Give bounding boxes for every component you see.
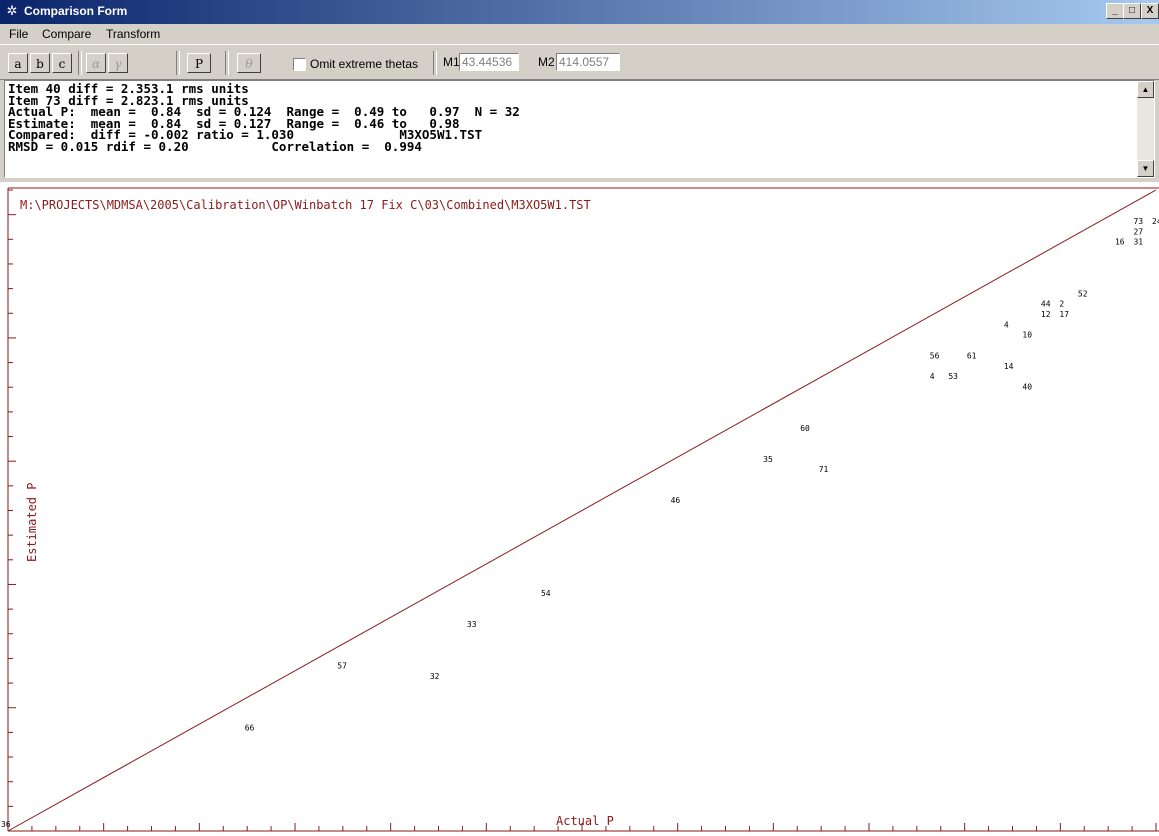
- data-point-label: 54: [541, 589, 551, 598]
- data-point-label: 35: [763, 455, 773, 464]
- data-point-label: 24: [1152, 217, 1159, 226]
- data-point-label: 27: [1133, 227, 1143, 236]
- maximize-button[interactable]: □: [1123, 3, 1141, 19]
- omit-extreme-thetas-label: Omit extreme thetas: [310, 57, 419, 71]
- scroll-up-icon[interactable]: ▲: [1137, 81, 1154, 98]
- output-text: Item 40 diff = 2.353.1 rms units Item 73…: [5, 81, 1154, 152]
- output-line: RMSD = 0.015 rdif = 0.20 Correlation = 0…: [8, 138, 422, 154]
- data-point-label: 44: [1041, 300, 1051, 309]
- b-button[interactable]: b: [30, 53, 50, 73]
- data-point-label: 10: [1022, 331, 1032, 340]
- output-line: Item 40 diff = 2.353.1 rms units: [8, 81, 249, 96]
- toolbar: a b c α γ P θ Omit extreme thetas M1 43.…: [0, 44, 1159, 80]
- m2-field[interactable]: 414.0557: [556, 53, 620, 71]
- data-point-label: 14: [1004, 362, 1014, 371]
- c-button[interactable]: c: [52, 53, 72, 73]
- output-panel[interactable]: Item 40 diff = 2.353.1 rms units Item 73…: [4, 80, 1155, 178]
- output-line: Item 73 diff = 2.823.1 rms units: [8, 92, 249, 108]
- m1-label: M1: [443, 55, 460, 69]
- data-point-label: 56: [930, 351, 940, 360]
- toolbar-separator: [78, 51, 82, 75]
- toolbar-separator: [225, 51, 229, 75]
- title-bar: ✲ Comparison Form _ □ X: [0, 0, 1159, 24]
- data-point-label: 2: [1059, 300, 1064, 309]
- close-button[interactable]: X: [1141, 3, 1159, 19]
- minimize-button[interactable]: _: [1106, 3, 1124, 19]
- data-point-label: 60: [800, 424, 810, 433]
- alpha-button[interactable]: α: [86, 53, 106, 73]
- y-axis-label: Estimated P: [25, 483, 39, 562]
- data-point-label: 32: [430, 672, 440, 681]
- scroll-down-icon[interactable]: ▼: [1137, 160, 1154, 177]
- menu-bar: File Compare Transform: [0, 24, 1159, 44]
- data-point-label: 12: [1041, 310, 1051, 319]
- data-point-label: 52: [1078, 289, 1088, 298]
- data-point-label: 66: [245, 724, 255, 733]
- reference-line: [7, 189, 1157, 832]
- data-point-label: 73: [1133, 217, 1143, 226]
- file-path-label: M:\PROJECTS\MDMSA\2005\Calibration\OP\Wi…: [20, 198, 591, 212]
- data-point-label: 40: [1022, 382, 1032, 391]
- p-button[interactable]: P: [187, 53, 211, 73]
- theta-button[interactable]: θ: [237, 53, 261, 73]
- m2-label: M2: [538, 55, 555, 69]
- window-title: Comparison Form: [24, 4, 128, 18]
- m1-field[interactable]: 43.44536: [459, 53, 519, 71]
- data-point-label: 61: [967, 351, 977, 360]
- output-line: Estimate: mean = 0.84 sd = 0.127 Range =…: [8, 115, 460, 131]
- gear-icon: ✲: [6, 3, 18, 18]
- toolbar-separator: [433, 51, 437, 75]
- menu-file[interactable]: File: [9, 27, 29, 41]
- data-point-label: 53: [948, 372, 958, 381]
- data-point-label: 31: [1133, 238, 1143, 247]
- data-point-label: 46: [671, 496, 681, 505]
- data-point-label: 4: [930, 372, 935, 381]
- toolbar-separator: [176, 51, 180, 75]
- omit-extreme-thetas-checkbox[interactable]: [293, 58, 306, 71]
- data-point-label: 4: [1004, 320, 1009, 329]
- menu-transform[interactable]: Transform: [106, 27, 161, 41]
- x-axis-label: Actual P: [556, 814, 614, 828]
- gamma-button[interactable]: γ: [108, 53, 128, 73]
- data-point-label: 17: [1059, 310, 1069, 319]
- data-point-label: 57: [337, 662, 347, 671]
- data-point-label: 33: [467, 620, 477, 629]
- data-point-label: 16: [1115, 238, 1125, 247]
- output-line: Actual P: mean = 0.84 sd = 0.124 Range =…: [8, 104, 520, 119]
- corner-label: 36: [1, 820, 11, 829]
- data-point-label: 71: [819, 465, 829, 474]
- a-button[interactable]: a: [8, 53, 28, 73]
- vertical-scrollbar[interactable]: ▲ ▼: [1137, 81, 1154, 177]
- menu-compare[interactable]: Compare: [42, 27, 92, 41]
- plot-area: 66 57 32 33 54 46 35 60 71 56 4 53 61 14 40 4 10 44 12 17 2 5…: [0, 182, 1159, 836]
- output-line: Compared: diff = -0.002 ratio = 1.030 M3…: [8, 127, 483, 142]
